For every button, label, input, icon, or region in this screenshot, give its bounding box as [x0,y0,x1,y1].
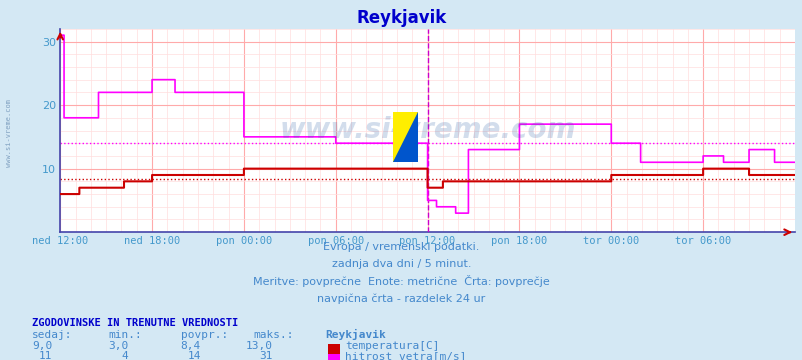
Text: maks.:: maks.: [253,330,293,341]
Text: Reykjavik: Reykjavik [356,9,446,27]
Text: Evropa / vremenski podatki.: Evropa / vremenski podatki. [323,242,479,252]
Text: Reykjavik: Reykjavik [325,329,386,341]
Text: hitrost vetra[m/s]: hitrost vetra[m/s] [345,351,466,360]
Text: www.si-vreme.com: www.si-vreme.com [279,117,575,144]
Text: sedaj:: sedaj: [32,330,72,341]
Text: zadnja dva dni / 5 minut.: zadnja dva dni / 5 minut. [331,260,471,270]
Text: 13,0: 13,0 [245,341,273,351]
Text: 3,0: 3,0 [108,341,128,351]
Text: www.si-vreme.com: www.si-vreme.com [6,99,12,167]
Text: 11: 11 [38,351,52,360]
Polygon shape [393,112,417,162]
Text: temperatura[C]: temperatura[C] [345,341,439,351]
Text: povpr.:: povpr.: [180,330,228,341]
Text: Meritve: povprečne  Enote: metrične  Črta: povprečje: Meritve: povprečne Enote: metrične Črta:… [253,275,549,287]
Text: navpična črta - razdelek 24 ur: navpična črta - razdelek 24 ur [317,293,485,304]
Text: ZGODOVINSKE IN TRENUTNE VREDNOSTI: ZGODOVINSKE IN TRENUTNE VREDNOSTI [32,318,238,328]
Text: 31: 31 [259,351,273,360]
Text: 9,0: 9,0 [32,341,52,351]
Text: min.:: min.: [108,330,142,341]
Polygon shape [393,112,417,162]
Text: 4: 4 [122,351,128,360]
Text: 8,4: 8,4 [180,341,200,351]
Text: 14: 14 [187,351,200,360]
